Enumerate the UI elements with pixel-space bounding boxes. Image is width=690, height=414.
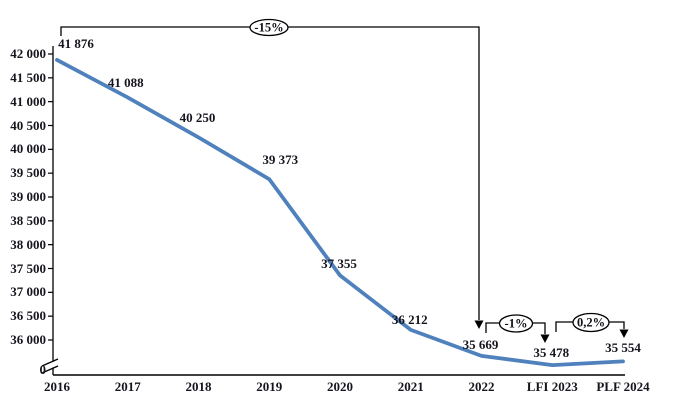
- y-tick-label: 37 000: [10, 284, 46, 300]
- y-tick-label: 39 000: [10, 189, 46, 204]
- y-tick-label: 40 500: [10, 117, 46, 133]
- x-category-label: 2020: [327, 379, 353, 394]
- y-tick-label: 38 000: [10, 236, 46, 252]
- y-tick-label: 42 000: [10, 46, 46, 61]
- arrow-down-icon: [474, 320, 484, 329]
- x-category-label: 2017: [114, 379, 141, 394]
- data-point-label: 37 355: [321, 256, 357, 272]
- axis-break-slash: [41, 365, 59, 374]
- x-category-label: PLF 2024: [596, 379, 650, 394]
- y-zero-label: 0: [39, 362, 47, 377]
- data-point-label: 39 373: [262, 152, 299, 168]
- y-tick-label: 36 500: [10, 308, 46, 324]
- annotation-bubble: [249, 18, 289, 37]
- arrow-down-icon: [540, 334, 550, 343]
- y-tick-label: 38 500: [10, 212, 46, 228]
- annotation-label: 0,2%: [577, 316, 605, 330]
- arrow-down-icon: [619, 329, 629, 338]
- data-point-label: 41 876: [58, 35, 94, 51]
- x-category-label: 2019: [256, 379, 283, 394]
- x-category-label: 2018: [185, 379, 212, 394]
- data-series-line: [55, 58, 625, 368]
- annotation-bracket: [60, 26, 480, 320]
- data-point-label: 35 554: [605, 340, 641, 356]
- data-point-label: 41 088: [107, 75, 144, 91]
- x-category-label: 2021: [397, 379, 424, 394]
- x-category-label: 2016: [44, 379, 70, 394]
- y-tick-label: 37 500: [10, 260, 46, 276]
- annotation-bubble: [498, 314, 534, 333]
- data-point-label: 40 250: [179, 110, 216, 126]
- data-point-label: 35 669: [462, 336, 499, 352]
- y-tick-label: 40 000: [10, 141, 46, 157]
- axis-break-slash: [41, 358, 59, 367]
- x-category-label: 2022: [468, 379, 495, 394]
- annotation-label: -15%: [254, 21, 283, 35]
- y-tick-label: 36 000: [10, 332, 46, 347]
- data-point-label: 36 212: [391, 311, 428, 327]
- y-tick-label: 41 000: [10, 93, 46, 109]
- data-point-label: 35 478: [533, 345, 570, 361]
- y-tick-label: 41 500: [10, 69, 46, 85]
- annotation-label: -1%: [505, 317, 528, 331]
- y-tick-label: 39 500: [10, 165, 46, 181]
- axis-break-gap: [40, 360, 60, 372]
- annotation-bubble: [572, 312, 610, 333]
- x-category-label: LFI 2023: [526, 379, 578, 394]
